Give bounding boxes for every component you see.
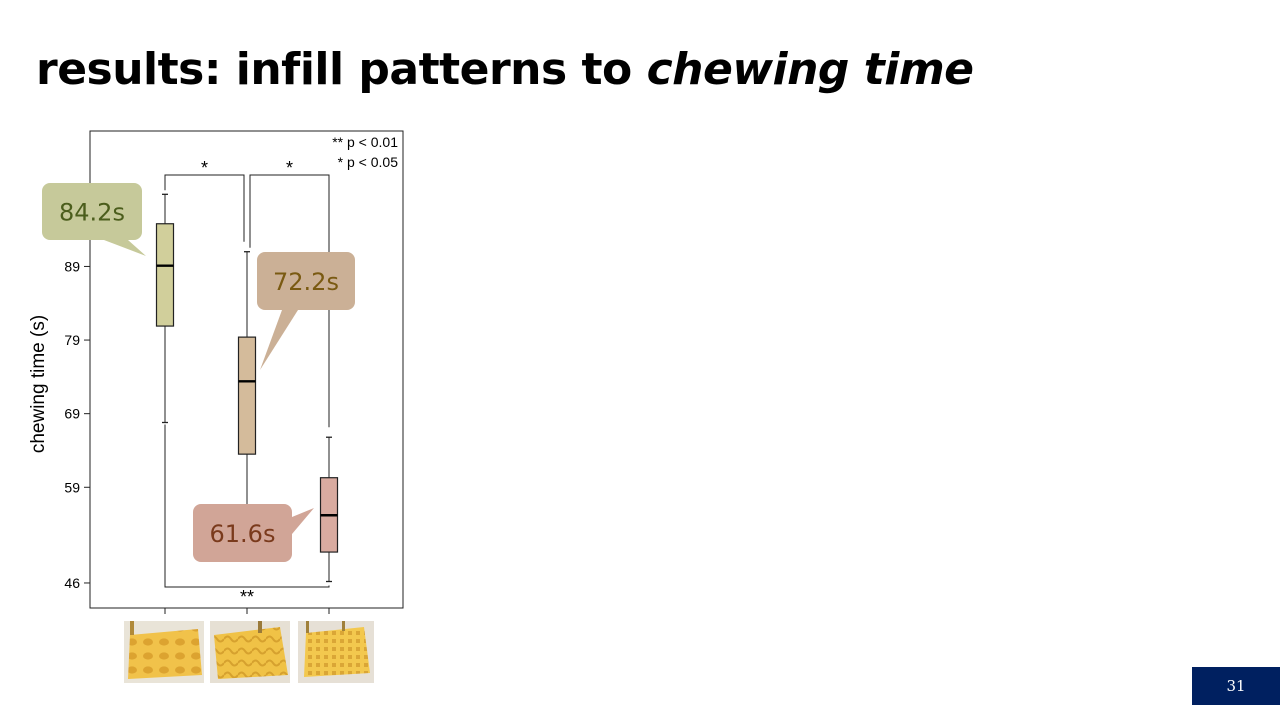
box-iqr bbox=[155, 223, 175, 327]
callout-pointer bbox=[260, 310, 298, 370]
y-axis-label: chewing time (s) bbox=[28, 315, 49, 453]
infill-pattern-grid-image bbox=[298, 621, 374, 683]
callout-label: 84.2s bbox=[59, 199, 125, 227]
infill-pattern-holes-image bbox=[124, 621, 204, 683]
y-axis: 46 59 69 79 89 bbox=[64, 258, 90, 591]
infill-pattern-wave-image bbox=[210, 621, 290, 683]
callout-bubble bbox=[257, 252, 355, 310]
box-iqr bbox=[237, 336, 257, 455]
title-prefix: results: infill patterns to bbox=[36, 44, 647, 95]
callout-label: 72.2s bbox=[273, 268, 339, 296]
sig-label-3: ** bbox=[240, 587, 254, 607]
title-emphasis: chewing time bbox=[646, 44, 974, 95]
y-tick-label-59: 59 bbox=[64, 479, 80, 495]
callout-1: 84.2s bbox=[42, 183, 146, 256]
callout-3: 61.6s bbox=[193, 504, 314, 562]
legend-p001: ** p < 0.01 bbox=[332, 134, 398, 150]
legend-p005: * p < 0.05 bbox=[338, 154, 399, 170]
slide-title: results: infill patterns to chewing time bbox=[36, 44, 974, 95]
callout-pointer bbox=[292, 508, 314, 534]
sig-bracket-1 bbox=[164, 174, 245, 242]
y-tick-label-89: 89 bbox=[64, 258, 80, 274]
y-tick-label-79: 79 bbox=[64, 332, 80, 348]
sig-label-2: * bbox=[286, 158, 293, 178]
box-1 bbox=[155, 193, 175, 424]
box-series bbox=[155, 193, 339, 583]
box-3 bbox=[319, 436, 339, 583]
callout-bubble bbox=[42, 183, 142, 240]
callout-pointer bbox=[104, 240, 146, 256]
mean-callouts: 84.2s 72.2s 61.6s bbox=[42, 183, 355, 562]
callout-label: 61.6s bbox=[210, 520, 276, 548]
y-tick-label-69: 69 bbox=[64, 406, 80, 422]
y-tick-label-46: 46 bbox=[64, 575, 80, 591]
significance-brackets: * *** bbox=[164, 158, 330, 607]
sig-bracket-3 bbox=[164, 424, 330, 588]
callout-2: 72.2s bbox=[257, 252, 355, 370]
x-axis-ticks bbox=[164, 608, 330, 614]
box-2 bbox=[237, 251, 257, 516]
callout-bubble bbox=[193, 504, 292, 562]
page-number-badge: 31 bbox=[1192, 667, 1280, 705]
sig-label-1: * bbox=[201, 158, 208, 178]
